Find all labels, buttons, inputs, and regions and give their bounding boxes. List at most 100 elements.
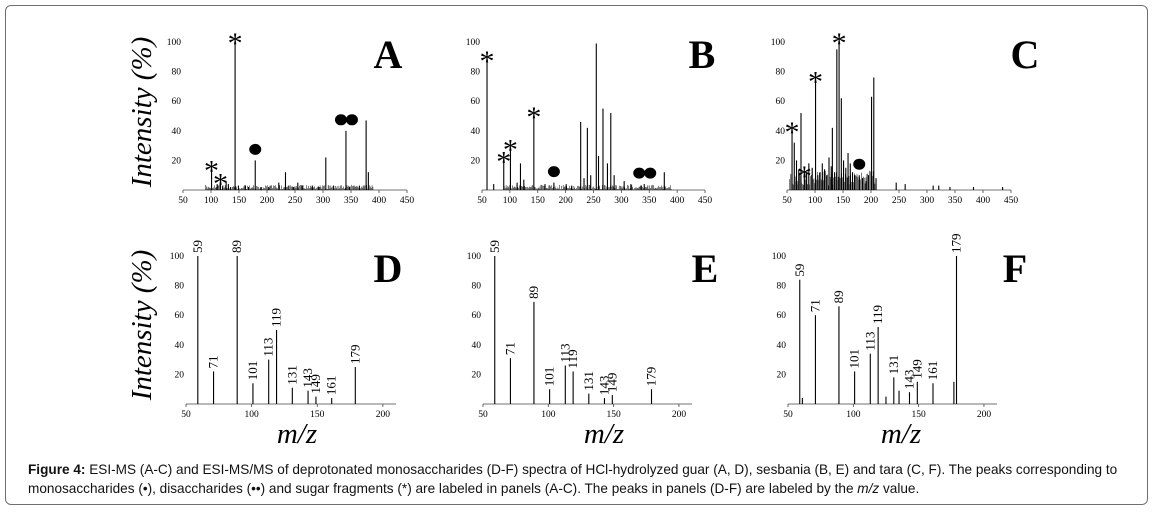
x-tick-label: 50: [782, 196, 792, 206]
caption-text-2: value.: [879, 481, 920, 496]
x-tick-label: 100: [808, 196, 823, 206]
fragment-marker: *: [228, 27, 243, 60]
x-tick-label: 200: [672, 410, 687, 420]
fragment-marker: *: [480, 45, 495, 78]
peak-label: 179: [347, 345, 362, 365]
x-tick-label: 150: [836, 196, 851, 206]
fragment-marker: *: [808, 65, 823, 98]
peak-label: 143: [596, 376, 611, 396]
peak-label: 89: [526, 286, 541, 299]
x-tick-label: 50: [478, 410, 488, 420]
y-tick-label: 40: [472, 341, 482, 351]
y-tick-label: 20: [776, 156, 786, 166]
x-tick-label: 250: [892, 196, 907, 206]
peak-label: 59: [487, 240, 502, 253]
x-tick-label: 100: [846, 410, 861, 420]
caption-mz: m/z: [857, 481, 880, 496]
peak-label: 149: [909, 359, 924, 379]
y-axis-label-bottom: Intensity (%): [126, 250, 158, 402]
x-tick-label: 350: [948, 196, 963, 206]
y-tick-label: 80: [472, 282, 482, 292]
y-tick-label: 40: [175, 341, 185, 351]
x-tick-label: 100: [245, 410, 260, 420]
y-tick-label: 100: [772, 252, 787, 262]
peak-label: 179: [949, 234, 964, 254]
fragment-marker: *: [526, 101, 541, 134]
fragment-marker: *: [496, 145, 511, 178]
y-tick-label: 20: [472, 370, 482, 380]
panel-letter-c: C: [1011, 32, 1040, 77]
panel-b: 50 100 150 200 250 300 350 400 45020406080100***…: [466, 32, 716, 206]
peak-label: 149: [604, 373, 619, 393]
y-axis-label-top: Intensity (%): [126, 37, 158, 189]
monosaccharide-marker: [249, 143, 262, 155]
x-tick-label: 400: [670, 196, 685, 206]
y-tick-label: 60: [172, 97, 182, 107]
panel-letter-b: B: [689, 32, 716, 77]
peak-label: 101: [245, 361, 260, 381]
fragment-marker: *: [797, 160, 812, 193]
y-tick-label: 20: [777, 370, 787, 380]
disaccharide-marker: [345, 114, 358, 126]
x-tick-label: 350: [344, 196, 359, 206]
x-tick-label: 350: [642, 196, 657, 206]
y-tick-label: 60: [175, 311, 185, 321]
peak-label: 89: [229, 240, 244, 253]
peak-label: 161: [324, 376, 339, 396]
x-tick-label: 200: [864, 196, 879, 206]
figure-caption: Figure 4: ESI-MS (A-C) and ESI-MS/MS of …: [28, 460, 1133, 498]
peak-label: 59: [792, 264, 807, 277]
x-tick-label: 100: [541, 410, 556, 420]
x-tick-label: 200: [559, 196, 574, 206]
x-tick-label: 150: [912, 410, 927, 420]
x-tick-label: 100: [204, 196, 219, 206]
y-tick-label: 100: [170, 252, 185, 262]
disaccharide-marker: [644, 167, 657, 179]
x-tick-label: 450: [1004, 196, 1019, 206]
peak-label: 59: [190, 240, 205, 253]
peak-label: 113: [862, 332, 877, 351]
x-axis-label-d: m/z: [277, 418, 317, 450]
y-tick-label: 80: [777, 282, 787, 292]
peak-label: 113: [557, 343, 572, 362]
fragment-marker: *: [832, 27, 847, 60]
y-tick-label: 100: [467, 252, 482, 262]
y-tick-label: 100: [771, 38, 786, 48]
x-tick-label: 300: [920, 196, 935, 206]
x-tick-label: 250: [586, 196, 601, 206]
x-tick-label: 150: [232, 196, 247, 206]
x-axis-label-f: m/z: [881, 418, 921, 450]
disaccharide-marker: [334, 114, 347, 126]
y-tick-label: 40: [776, 127, 786, 137]
x-tick-label: 300: [316, 196, 331, 206]
peak-label: 113: [261, 338, 276, 357]
y-tick-label: 40: [777, 341, 787, 351]
x-tick-label: 250: [288, 196, 303, 206]
fragment-marker: *: [503, 134, 518, 167]
x-tick-label: 50: [178, 196, 188, 206]
peak-label: 71: [807, 299, 822, 312]
fragment-marker: *: [204, 154, 219, 187]
peak-label: 101: [542, 367, 557, 387]
y-tick-label: 80: [175, 282, 185, 292]
peak-label: 119: [269, 308, 284, 327]
y-tick-label: 20: [175, 370, 185, 380]
y-tick-label: 80: [471, 68, 481, 78]
panel-a: 50 100 150 200 250 300 350 400 45020406080100***…: [167, 27, 415, 206]
peak-label: 101: [847, 349, 862, 369]
panel-letter-a: A: [374, 32, 403, 77]
x-tick-label: 50: [783, 410, 793, 420]
y-tick-label: 80: [172, 68, 182, 78]
peak-label: 119: [565, 349, 580, 368]
y-tick-label: 20: [471, 156, 481, 166]
peak-label: 89: [831, 290, 846, 303]
y-tick-label: 40: [471, 127, 481, 137]
x-tick-label: 150: [607, 410, 622, 420]
panel-letter-f: F: [1003, 246, 1027, 291]
x-tick-label: 100: [503, 196, 518, 206]
peak-label: 143: [901, 370, 916, 390]
x-tick-label: 200: [977, 410, 992, 420]
peak-label: 71: [502, 342, 517, 355]
panel-c: 50 100 150 200 250 300 350 400 45020406080100***…: [771, 27, 1040, 206]
